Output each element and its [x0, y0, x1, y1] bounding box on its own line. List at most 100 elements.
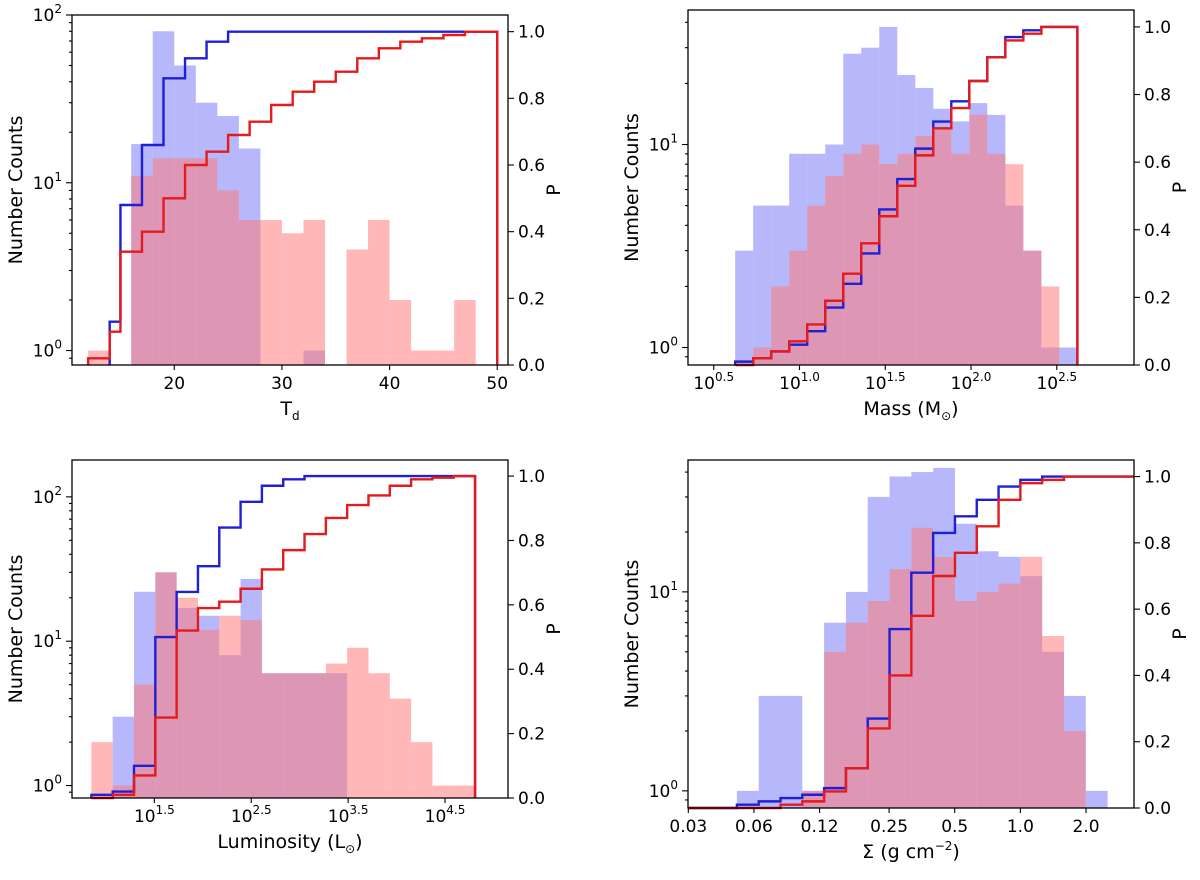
red-cumulative-line: [91, 474, 477, 800]
x-axis-label: Mass (M⊙): [863, 398, 958, 423]
red-hist-bar: [879, 164, 898, 365]
x-tick-label: 40: [379, 374, 401, 394]
red-hist-bar: [411, 350, 433, 365]
x-tick-label: 1.0: [1007, 817, 1034, 837]
y-axis-label: Number Counts: [5, 555, 27, 704]
red-hist-bar: [411, 742, 433, 798]
blue-hist-bar: [758, 695, 781, 808]
y-tick-label: 100: [649, 335, 678, 359]
x-tick-label: 101.5: [865, 370, 906, 394]
y2-axis-label: P: [1169, 182, 1191, 193]
y2-tick-label: 1.0: [1144, 468, 1171, 488]
red-hist-bar: [283, 673, 305, 798]
red-hist-bar: [802, 790, 825, 808]
red-hist-bar: [152, 158, 175, 365]
red-hist-bar: [174, 158, 196, 365]
red-hist-bar: [346, 249, 369, 365]
red-cumulative-line: [86, 30, 499, 365]
y-tick-label: 100: [33, 773, 62, 797]
x-tick-label: 100.5: [693, 370, 734, 394]
red-hist-bar: [368, 219, 390, 365]
x-tick-label: 103.5: [328, 803, 369, 827]
red-hist-bar: [176, 597, 198, 798]
red-hist-bar: [304, 673, 326, 798]
y2-tick-label: 0.6: [518, 596, 545, 616]
x-axis-label: Luminosity (L⊙): [217, 831, 362, 856]
x-tick-label: 0.5: [941, 817, 968, 837]
x-tick-label: 30: [271, 374, 293, 394]
y2-tick-label: 1.0: [518, 23, 545, 43]
y2-tick-label: 1.0: [518, 467, 545, 487]
red-hist-bar: [131, 175, 153, 365]
y-axis-label: Number Counts: [621, 113, 643, 262]
blue-cumulative-line: [90, 474, 477, 798]
blue-hist-bar: [1059, 347, 1078, 365]
red-hist-bar: [825, 175, 844, 365]
y2-tick-label: 0.8: [1144, 534, 1171, 554]
red-hist-bar: [197, 629, 220, 798]
red-hist-bar: [1041, 286, 1060, 365]
y2-tick-label: 1.0: [1144, 18, 1171, 38]
red-hist-bar: [281, 233, 304, 365]
panel-2: 100.5 101.0 101.5 102.0 102.5 100 101 0.0 0.2 0.4…: [621, 9, 1191, 423]
axes-frame: [687, 9, 1135, 366]
y2-tick-label: 0.0: [518, 356, 545, 376]
blue-hist-bar: [780, 695, 803, 808]
x-tick-label: 102.0: [951, 370, 992, 394]
y2-tick-label: 0.2: [1144, 733, 1171, 753]
red-hist-bar: [951, 153, 970, 365]
red-hist-bar: [867, 600, 890, 808]
red-hist-bar: [325, 663, 348, 798]
y2-tick-label: 0.2: [1144, 288, 1171, 308]
red-hist-bar: [843, 153, 862, 365]
y-axis-label: Number Counts: [621, 560, 643, 709]
red-hist-bar: [845, 622, 868, 808]
red-hist-bar: [195, 158, 218, 365]
y2-tick-label: 0.6: [1144, 600, 1171, 620]
red-hist-bar: [1020, 556, 1043, 808]
y2-tick-label: 0.0: [518, 789, 545, 809]
y-tick-label: 102: [33, 484, 62, 508]
red-hist-bar: [432, 785, 454, 798]
red-hist-bar: [155, 572, 177, 798]
x-tick-label: 20: [163, 374, 185, 394]
blue-hist-bar: [112, 716, 135, 798]
red-hist-bar: [1042, 636, 1064, 808]
red-hist-bar: [807, 205, 826, 365]
y2-tick-label: 0.0: [1144, 356, 1171, 376]
red-hist-bar: [454, 300, 476, 365]
x-tick-label: 50: [486, 374, 508, 394]
red-hist-bar: [1005, 164, 1024, 365]
y-tick-label: 102: [33, 2, 62, 26]
y2-tick-label: 0.4: [518, 223, 545, 243]
red-hist-bar: [219, 615, 241, 798]
y2-axis-label: P: [543, 623, 565, 634]
blue-hist-bar: [753, 205, 772, 365]
y2-tick-label: 0.0: [1144, 799, 1171, 819]
red-hist-bar: [789, 250, 808, 365]
x-tick-label: 102.5: [1036, 370, 1077, 394]
x-tick-label: 101.0: [779, 370, 820, 394]
y-tick-label: 101: [33, 170, 62, 194]
y-tick-label: 101: [649, 132, 678, 156]
panel-4: 0.03 0.06 0.12 0.25 0.5 1.0 2.0 100 101 0.0 0.2 0.4…: [621, 459, 1191, 863]
x-tick-label: 101.5: [134, 803, 175, 827]
red-hist-bar: [915, 136, 934, 365]
x-tick-label: 0.12: [801, 817, 839, 837]
x-tick-label: 0.06: [735, 817, 773, 837]
y2-tick-label: 0.8: [518, 531, 545, 551]
y-tick-label: 101: [649, 579, 678, 603]
blue-cumulative-line: [108, 30, 499, 365]
x-tick-label: 102.5: [231, 803, 272, 827]
y2-tick-label: 0.6: [518, 156, 545, 176]
red-hist-bar: [389, 300, 412, 365]
red-hist-bar: [261, 673, 284, 798]
x-tick-label: 0.03: [669, 817, 707, 837]
red-hist-bar: [824, 651, 846, 808]
red-hist-bar: [753, 347, 772, 365]
x-tick-label: 0.25: [870, 817, 908, 837]
red-hist-bar: [238, 219, 261, 365]
axes-frame: [71, 459, 509, 799]
y-axis-label: Number Counts: [5, 116, 27, 265]
